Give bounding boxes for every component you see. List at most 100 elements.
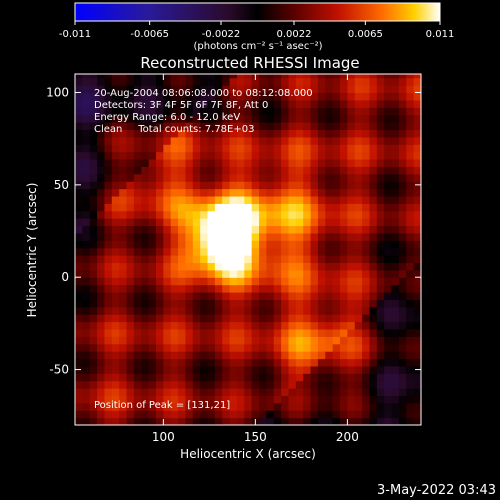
- heatmap-cell: [398, 417, 407, 425]
- heatmap-cell: [281, 136, 290, 145]
- heatmap-cell: [347, 321, 356, 330]
- heatmap-cell: [384, 343, 393, 352]
- heatmap-cell: [192, 373, 201, 382]
- heatmap-cell: [303, 129, 312, 138]
- heatmap-cell: [236, 114, 245, 123]
- heatmap-cell: [317, 99, 326, 108]
- heatmap-cell: [413, 299, 421, 308]
- heatmap-cell: [354, 144, 363, 153]
- heatmap-cell: [384, 74, 393, 79]
- heatmap-cell: [133, 195, 142, 204]
- heatmap-cell: [398, 247, 407, 256]
- heatmap-cell: [97, 314, 106, 323]
- heatmap-cell: [413, 380, 421, 389]
- heatmap-cell: [310, 195, 319, 204]
- heatmap-cell: [82, 328, 91, 337]
- heatmap-cell: [236, 225, 245, 234]
- heatmap-cell: [354, 107, 363, 116]
- heatmap-cell: [163, 380, 172, 389]
- heatmap-cell: [155, 129, 164, 138]
- heatmap-cell: [229, 173, 238, 182]
- heatmap-cell: [332, 336, 341, 345]
- heatmap-cell: [75, 306, 83, 315]
- heatmap-cell: [170, 395, 179, 404]
- heatmap-cell: [266, 306, 275, 315]
- heatmap-cell: [406, 218, 415, 227]
- heatmap-cell: [266, 255, 275, 264]
- heatmap-cell: [200, 351, 209, 360]
- heatmap-cell: [369, 210, 378, 219]
- heatmap-cell: [192, 122, 201, 131]
- heatmap-cell: [75, 255, 83, 264]
- heatmap-cell: [281, 195, 290, 204]
- heatmap-cell: [376, 321, 385, 330]
- heatmap-cell: [192, 99, 201, 108]
- heatmap-cell: [200, 173, 209, 182]
- heatmap-cell: [273, 195, 282, 204]
- heatmap-cell: [178, 129, 187, 138]
- heatmap-cell: [398, 306, 407, 315]
- heatmap-cell: [244, 166, 253, 175]
- heatmap-cell: [214, 218, 223, 227]
- heatmap-cell: [185, 262, 194, 271]
- heatmap-cell: [347, 388, 356, 397]
- heatmap-cell: [288, 328, 297, 337]
- heatmap-cell: [354, 218, 363, 227]
- heatmap-cell: [413, 269, 421, 278]
- heatmap-cell: [178, 373, 187, 382]
- heatmap-cell: [207, 203, 216, 212]
- heatmap-cell: [398, 336, 407, 345]
- heatmap-cell: [362, 284, 371, 293]
- heatmap-cell: [148, 277, 157, 286]
- heatmap-cell: [251, 232, 260, 241]
- heatmap-cell: [391, 92, 400, 101]
- heatmap-cell: [222, 85, 231, 94]
- heatmap-cell: [155, 240, 164, 249]
- heatmap-cell: [200, 218, 209, 227]
- heatmap-cell: [354, 277, 363, 286]
- heatmap-cell: [406, 158, 415, 167]
- heatmap-cell: [398, 262, 407, 271]
- heatmap-cell: [75, 373, 83, 382]
- heatmap-cell: [75, 151, 83, 160]
- heatmap-cell: [398, 166, 407, 175]
- heatmap-cell: [192, 166, 201, 175]
- heatmap-cell: [200, 284, 209, 293]
- heatmap-cell: [362, 255, 371, 264]
- heatmap-cell: [340, 262, 348, 271]
- heatmap-cell: [347, 181, 356, 190]
- heatmap-cell: [369, 181, 378, 190]
- heatmap-cell: [391, 188, 400, 197]
- heatmap-cell: [148, 173, 157, 182]
- heatmap-cell: [119, 210, 128, 219]
- heatmap-cell: [391, 77, 400, 86]
- heatmap-cell: [89, 417, 98, 425]
- heatmap-cell: [97, 240, 106, 249]
- heatmap-cell: [82, 380, 91, 389]
- heatmap-cell: [354, 122, 363, 131]
- heatmap-cell: [111, 395, 120, 404]
- heatmap-cell: [391, 365, 400, 374]
- heatmap-cell: [376, 195, 385, 204]
- heatmap-cell: [288, 410, 297, 419]
- heatmap-cell: [398, 151, 407, 160]
- heatmap-cell: [207, 210, 216, 219]
- heatmap-cell: [332, 299, 341, 308]
- heatmap-cell: [259, 351, 267, 360]
- heatmap-cell: [163, 218, 172, 227]
- heatmap-cell: [362, 129, 371, 138]
- heatmap-cell: [406, 92, 415, 101]
- heatmap-cell: [148, 232, 157, 241]
- heatmap-cell: [347, 247, 356, 256]
- heatmap-cell: [369, 365, 378, 374]
- heatmap-cell: [384, 188, 393, 197]
- heatmap-cell: [391, 417, 400, 425]
- heatmap-cell: [273, 365, 282, 374]
- heatmap-cell: [148, 284, 157, 293]
- heatmap-cell: [111, 291, 120, 300]
- heatmap-cell: [82, 129, 91, 138]
- heatmap-cell: [178, 351, 187, 360]
- heatmap-cell: [317, 151, 326, 160]
- heatmap-cell: [178, 410, 187, 419]
- heatmap-cell: [75, 114, 83, 123]
